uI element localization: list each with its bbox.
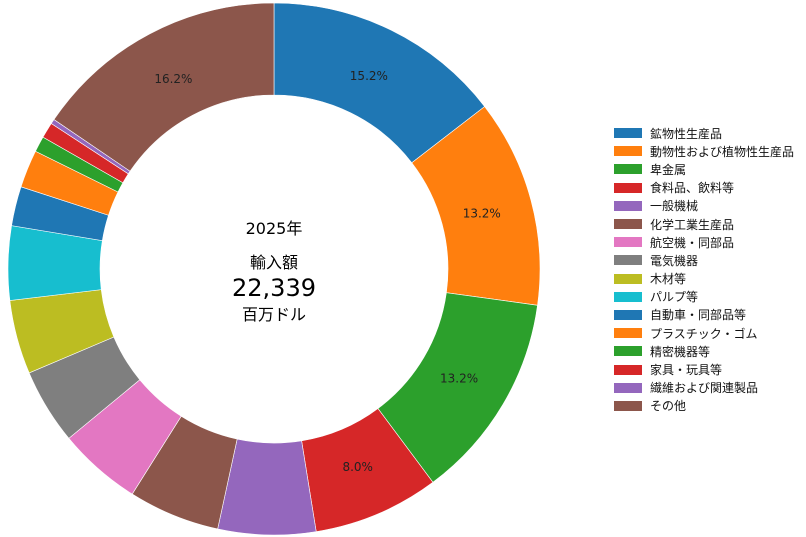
legend-swatch [614, 182, 642, 193]
legend-label: 繊維および関連製品 [650, 381, 759, 396]
legend-item: 鉱物性生産品 [614, 124, 794, 142]
legend-item: 家具・玩具等 [614, 360, 794, 378]
legend-item: 動物性および植物性生産品 [614, 142, 794, 160]
legend-item: 繊維および関連製品 [614, 379, 794, 397]
donut-slices [7, 2, 541, 536]
legend-item: プラスチック・ゴム [614, 324, 794, 342]
legend-item: 航空機・同部品 [614, 233, 794, 251]
percent-label: 8.0% [342, 460, 373, 474]
legend-swatch [614, 128, 642, 139]
legend-label: 化学工業生産品 [650, 217, 735, 232]
legend-label: 自動車・同部品等 [650, 308, 747, 323]
legend-label: 航空機・同部品 [650, 235, 735, 250]
legend-item: 化学工業生産品 [614, 215, 794, 233]
legend-swatch [614, 146, 642, 157]
percent-labels: 15.2% 13.2% 13.2% 8.0% 16.2% [154, 69, 501, 474]
legend-swatch [614, 219, 642, 230]
chart-legend: 鉱物性生産品動物性および植物性生産品 卑金属食料品、飲料等 一般機械化学工業生産品航… [614, 124, 794, 415]
percent-label: 16.2% [154, 72, 192, 86]
legend-swatch [614, 164, 642, 175]
legend-item: 卑金属 [614, 160, 794, 178]
legend-label: 動物性および植物性生産品 [650, 144, 795, 159]
legend-item: 一般機械 [614, 197, 794, 215]
legend-swatch [614, 200, 642, 211]
legend-label: プラスチック・ゴム [650, 326, 758, 341]
legend-item: 電気機器 [614, 251, 794, 269]
percent-label: 13.2% [440, 371, 478, 385]
legend-label: 精密機器等 [650, 344, 711, 359]
center-year: 2025年 [246, 219, 303, 238]
legend-label: その他 [650, 399, 687, 414]
center-unit: 百万ドル [242, 305, 306, 324]
center-total: 22,339 [232, 274, 316, 302]
donut-slice [53, 2, 275, 172]
legend-label: 木材等 [650, 272, 687, 287]
legend-swatch [614, 346, 642, 357]
legend-label: パルプ等 [650, 290, 699, 305]
legend-swatch [614, 237, 642, 248]
legend-item: 食料品、飲料等 [614, 179, 794, 197]
legend-swatch [614, 328, 642, 339]
legend-label: 卑金属 [650, 162, 687, 177]
legend-item: 精密機器等 [614, 342, 794, 360]
legend-swatch [614, 382, 642, 393]
legend-label: 電気機器 [650, 253, 699, 268]
legend-label: 鉱物性生産品 [650, 126, 723, 141]
legend-swatch [614, 255, 642, 266]
legend-item: 自動車・同部品等 [614, 306, 794, 324]
legend-label: 食料品、飲料等 [650, 181, 735, 196]
legend-swatch [614, 291, 642, 302]
legend-label: 一般機械 [650, 199, 699, 214]
center-text: 2025年 輸入額 22,339 百万ドル [232, 219, 316, 324]
legend-label: 家具・玩具等 [650, 363, 723, 378]
legend-item: 木材等 [614, 270, 794, 288]
center-label: 輸入額 [250, 253, 298, 272]
legend-swatch [614, 309, 642, 320]
percent-label: 13.2% [463, 207, 501, 221]
legend-swatch [614, 364, 642, 375]
percent-label: 15.2% [350, 69, 388, 83]
legend-item: パルプ等 [614, 288, 794, 306]
legend-swatch [614, 273, 642, 284]
legend-swatch [614, 400, 642, 411]
legend-item: その他 [614, 397, 794, 415]
